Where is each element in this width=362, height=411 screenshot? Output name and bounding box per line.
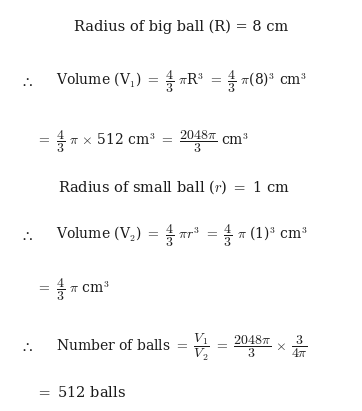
Text: $\therefore$: $\therefore$ [20, 340, 33, 354]
Text: $\therefore$: $\therefore$ [20, 229, 33, 243]
Text: $\therefore$: $\therefore$ [20, 75, 33, 89]
Text: $=$ $\dfrac{4}{3}$ $\pi$ cm$^3$: $=$ $\dfrac{4}{3}$ $\pi$ cm$^3$ [36, 277, 110, 303]
Text: Radius of small ball ($r$) $=$ 1 cm: Radius of small ball ($r$) $=$ 1 cm [58, 178, 290, 196]
Text: Number of balls $=$ $\dfrac{V_1}{V_2}$ $=$ $\dfrac{2048\pi}{3}$ $\times$ $\dfrac: Number of balls $=$ $\dfrac{V_1}{V_2}$ $… [56, 332, 308, 363]
Text: $=$ 512 balls: $=$ 512 balls [36, 385, 126, 400]
Text: Radius of big ball (R) = 8 cm: Radius of big ball (R) = 8 cm [74, 19, 288, 34]
Text: Volume (V$_2$) $=$ $\dfrac{4}{3}$ $\pi r^3$ $=$ $\dfrac{4}{3}$ $\pi$ (1)$^3$ cm$: Volume (V$_2$) $=$ $\dfrac{4}{3}$ $\pi r… [56, 223, 308, 249]
Text: Volume (V$_1$) $=$ $\dfrac{4}{3}$ $\pi$R$^3$ $=$ $\dfrac{4}{3}$ $\pi$(8)$^3$ cm$: Volume (V$_1$) $=$ $\dfrac{4}{3}$ $\pi$R… [56, 69, 307, 95]
Text: $=$ $\dfrac{4}{3}$ $\pi$ $\times$ 512 cm$^3$ $=$ $\dfrac{2048\pi}{3}$ cm$^3$: $=$ $\dfrac{4}{3}$ $\pi$ $\times$ 512 cm… [36, 129, 249, 155]
